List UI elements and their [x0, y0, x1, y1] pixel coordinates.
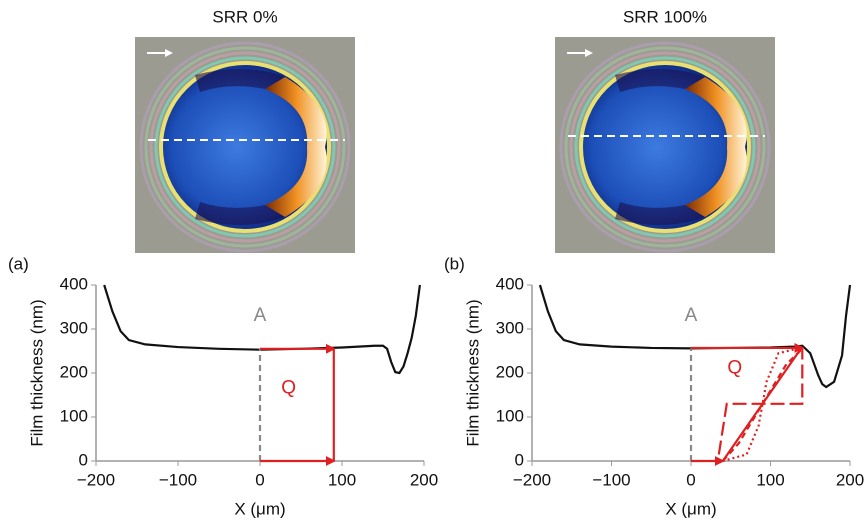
x-tick-label: 100: [756, 470, 784, 489]
y-tick-label: 0: [79, 450, 88, 469]
y-tick-label: 200: [496, 362, 524, 381]
interferogram: [133, 35, 357, 255]
series-line: [721, 348, 804, 462]
panel-label: (b): [444, 254, 465, 273]
x-tick-label: 0: [686, 470, 695, 489]
y-tick-label: 300: [496, 318, 524, 337]
y-tick-label: 300: [60, 318, 88, 337]
x-tick-label: −200: [513, 470, 551, 489]
interferogram: [553, 35, 777, 255]
x-tick-label: −200: [77, 470, 115, 489]
x-tick-label: 100: [328, 470, 356, 489]
y-tick-label: 100: [60, 406, 88, 425]
y-axis-label: Film thickness (nm): [27, 299, 46, 446]
y-tick-label: 400: [60, 274, 88, 293]
x-axis-label: X (μm): [665, 499, 716, 518]
y-axis-label: Film thickness (nm): [463, 299, 482, 446]
y-tick-label: 200: [60, 362, 88, 381]
x-tick-label: 200: [836, 470, 864, 489]
image-caption: SRR 0%: [212, 7, 277, 26]
series-line: [722, 346, 803, 463]
x-tick-label: −100: [159, 470, 197, 489]
x-tick-label: −100: [592, 470, 630, 489]
y-tick-label: 400: [496, 274, 524, 293]
series-line: [717, 348, 804, 455]
series-line: [103, 284, 421, 375]
panel-label: (a): [8, 254, 29, 273]
x-axis-label: X (μm): [234, 499, 285, 518]
y-tick-label: 100: [496, 406, 524, 425]
annotation: Q: [281, 377, 296, 398]
x-tick-label: 200: [410, 470, 438, 489]
y-tick-label: 0: [515, 450, 524, 469]
x-tick-label: 0: [255, 470, 264, 489]
series-line: [538, 284, 852, 389]
image-caption: SRR 100%: [623, 7, 707, 26]
annotation: A: [685, 305, 698, 326]
annotation: A: [254, 305, 267, 326]
annotation: Q: [727, 358, 742, 379]
